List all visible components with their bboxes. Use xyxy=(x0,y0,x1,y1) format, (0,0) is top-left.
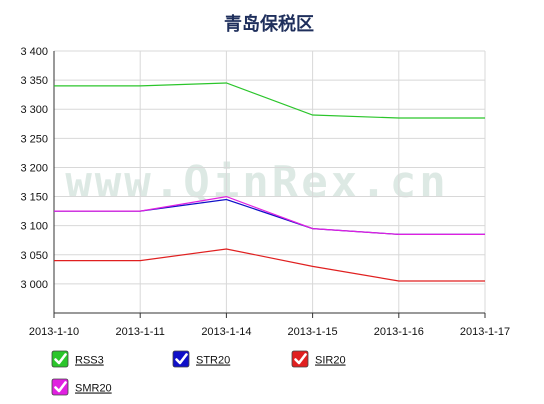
legend-item-str20[interactable]: STR20 xyxy=(172,350,230,368)
checkbox-checked-icon[interactable] xyxy=(172,350,190,368)
legend-item-sir20[interactable]: SIR20 xyxy=(291,350,346,368)
checkbox-checked-icon[interactable] xyxy=(291,350,309,368)
x-tick-label: 2013-1-16 xyxy=(374,326,424,338)
legend-item-smr20[interactable]: SMR20 xyxy=(51,378,112,396)
legend-label[interactable]: SMR20 xyxy=(75,383,112,395)
axes xyxy=(53,51,485,314)
series-line-sir20 xyxy=(54,248,485,282)
y-tick-label: 3 400 xyxy=(20,46,48,58)
y-tick-label: 3 350 xyxy=(20,75,48,87)
legend: RSS3 STR20 SIR20 SMR20 xyxy=(51,350,346,396)
x-tick-label: 2013-1-15 xyxy=(288,326,338,338)
y-tick-label: 3 200 xyxy=(20,162,48,174)
x-tick-label: 2013-1-10 xyxy=(29,326,79,338)
legend-label[interactable]: STR20 xyxy=(196,355,230,367)
y-tick-label: 3 050 xyxy=(20,250,48,262)
chart-title: 青岛保税区 xyxy=(224,13,314,35)
series-line-rss3 xyxy=(54,82,485,119)
x-tick-label: 2013-1-17 xyxy=(460,326,510,338)
checkbox-checked-icon[interactable] xyxy=(51,350,69,368)
checkbox-checked-icon[interactable] xyxy=(51,378,69,396)
series-line-smr20 xyxy=(54,195,485,235)
grid-lines xyxy=(53,50,486,313)
y-tick-label: 3 300 xyxy=(20,104,48,116)
y-tick-label: 3 000 xyxy=(20,279,48,291)
watermark-text: www.QinRex.cn xyxy=(65,157,448,208)
y-tick-label: 3 150 xyxy=(20,192,48,204)
legend-item-rss3[interactable]: RSS3 xyxy=(51,350,104,368)
x-tick-label: 2013-1-14 xyxy=(201,326,251,338)
y-tick-label: 3 250 xyxy=(20,133,48,145)
x-tick-label: 2013-1-11 xyxy=(116,326,165,338)
y-tick-label: 3 100 xyxy=(20,221,48,233)
legend-label[interactable]: SIR20 xyxy=(315,355,346,367)
x-axis-ticks: 2013-1-10 2013-1-11 2013-1-14 2013-1-15 2013… xyxy=(29,313,510,338)
series-lines xyxy=(54,82,485,282)
y-axis-ticks: 3 000 3 050 3 100 3 150 3 200 3 250 3 300 3 350… xyxy=(20,46,48,291)
legend-label[interactable]: RSS3 xyxy=(75,355,104,367)
